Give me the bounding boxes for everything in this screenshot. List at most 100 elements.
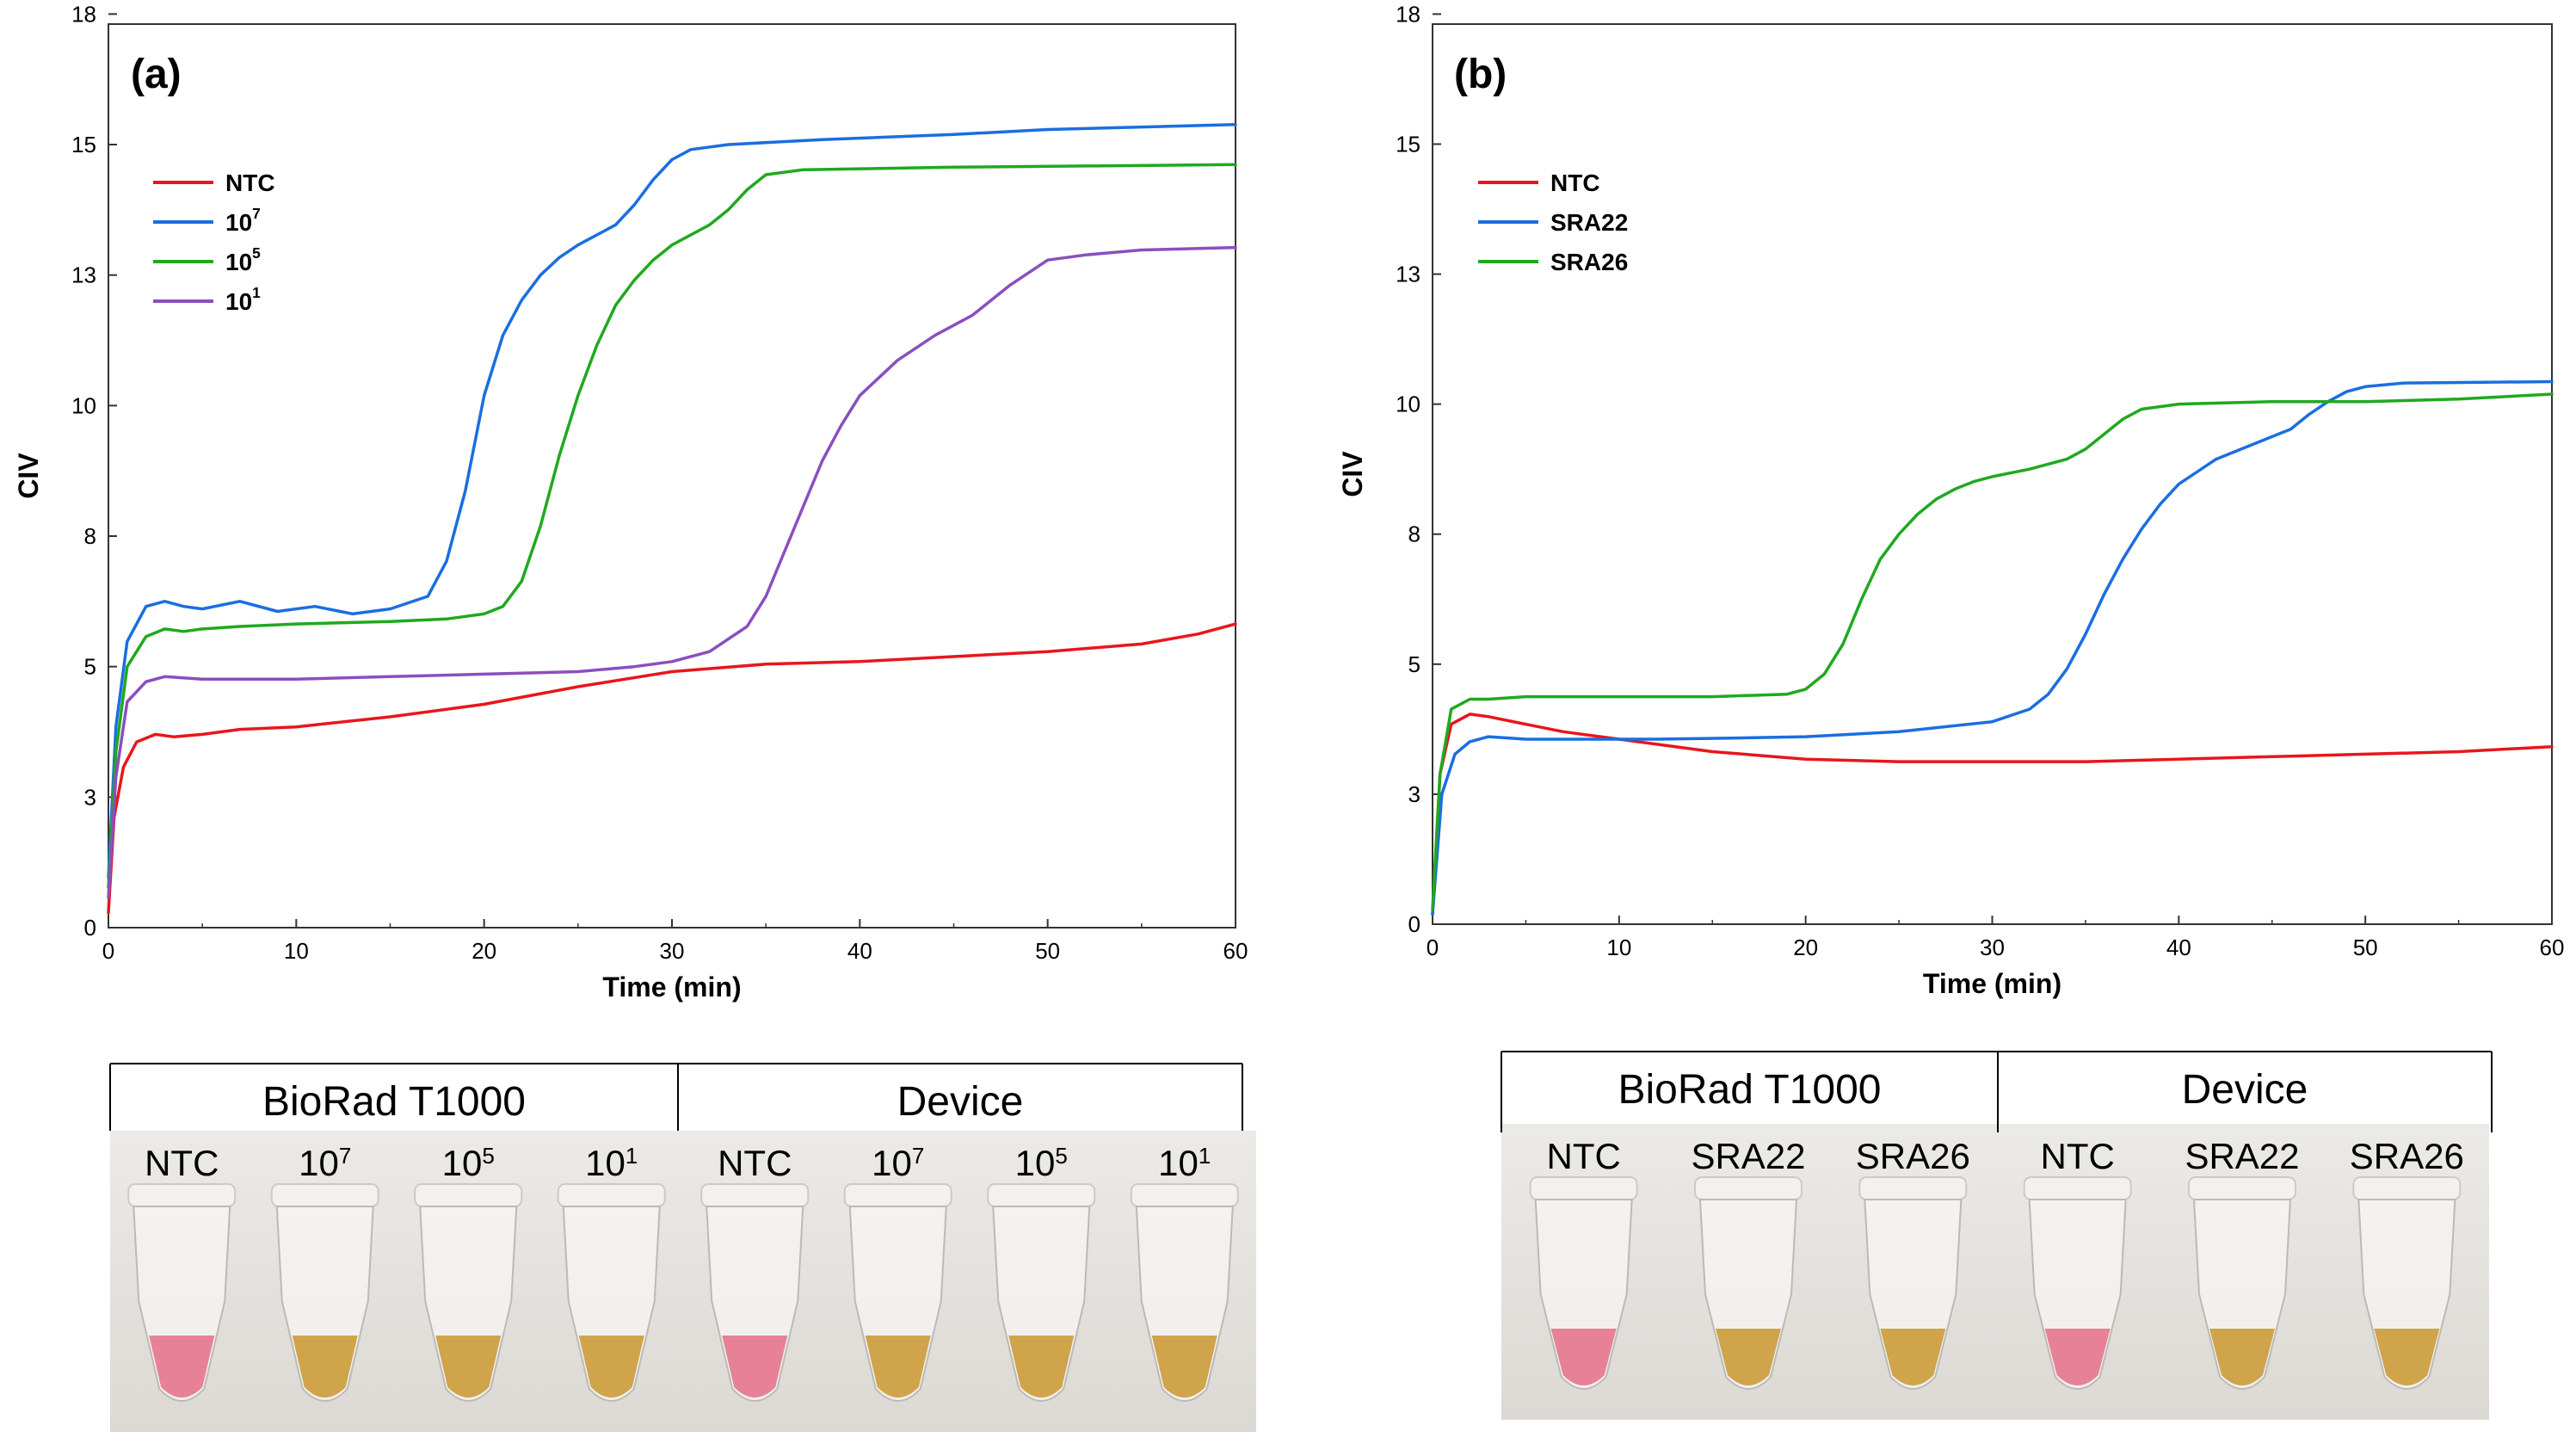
- tube-1: [1694, 1176, 1803, 1390]
- y-tick-label: 10: [71, 392, 96, 418]
- tube-rim: [1694, 1176, 1803, 1200]
- legend-entry-1: SRA22: [1550, 209, 1628, 236]
- tube-liquid: [578, 1336, 644, 1397]
- legend-entry-1-base: 10: [225, 209, 252, 236]
- tube-5: [2352, 1176, 2462, 1390]
- legend-entry-2-sup: 5: [252, 244, 261, 262]
- tube-liquid: [1716, 1329, 1781, 1385]
- legend-entry-3-sup: 1: [252, 284, 261, 301]
- legend-entry-1-sup: 7: [252, 205, 261, 222]
- y-tick-label: 13: [1396, 262, 1420, 287]
- chart-panel-b: 0 10 20 30 40 50 60 0 3 5 8 10 13 15 18 Time (min) CIV (b…: [1337, 1, 2564, 999]
- tube-label-5: 107: [872, 1143, 924, 1183]
- tube-rim: [557, 1183, 666, 1207]
- tube-rim: [414, 1183, 523, 1207]
- group-label-device: Device: [2182, 1067, 2308, 1113]
- tube-liquid: [1550, 1329, 1617, 1385]
- y-tick-label: 15: [1396, 131, 1420, 157]
- plot-frame: [1432, 23, 2553, 925]
- tube-rim: [2352, 1176, 2462, 1200]
- tube-liquid: [2374, 1329, 2440, 1385]
- tube-liquid: [149, 1336, 215, 1397]
- legend-entry-2-base: 10: [225, 249, 252, 275]
- tube-label-2-sup: 5: [482, 1143, 494, 1169]
- tube-label-0-base: NTC: [1547, 1136, 1621, 1176]
- tube-rim: [2188, 1176, 2296, 1200]
- x-tick-label: 60: [1223, 938, 1248, 964]
- tube-5: [843, 1183, 952, 1402]
- tube-liquid: [865, 1336, 931, 1397]
- tube-label-1: SRA22: [1691, 1136, 1805, 1176]
- tube-label-1-sup: 7: [339, 1143, 351, 1169]
- legend-entry-3-base: 10: [225, 288, 252, 315]
- tube-rim: [1130, 1183, 1239, 1207]
- tube-label-4: SRA22: [2185, 1136, 2299, 1176]
- tube-label-2-base: SRA26: [1856, 1136, 1970, 1176]
- group-label-biorad: BioRad T1000: [1618, 1067, 1882, 1113]
- x-tick-label: 0: [1427, 935, 1439, 960]
- tube-liquid: [2209, 1329, 2275, 1385]
- tube-label-6-sup: 5: [1055, 1143, 1067, 1169]
- tube-label-7-base: 10: [1158, 1143, 1199, 1183]
- photo-background: [1501, 1124, 2489, 1420]
- legend-entry-0: NTC: [225, 170, 275, 196]
- tube-label-2: 105: [442, 1143, 495, 1183]
- tube-rim: [700, 1183, 810, 1207]
- tube-rim: [270, 1183, 379, 1207]
- legend-entry-0-base: NTC: [1550, 170, 1600, 196]
- tube-1: [270, 1183, 379, 1402]
- tube-label-5: SRA26: [2350, 1136, 2464, 1176]
- x-tick-label: 40: [2166, 935, 2191, 960]
- tube-label-5-sup: 7: [912, 1143, 924, 1169]
- legend-entry-1: 107: [225, 205, 261, 236]
- tube-label-3: NTC: [2041, 1136, 2115, 1176]
- x-tick-label: 40: [847, 938, 872, 964]
- tube-label-0: NTC: [145, 1143, 219, 1183]
- tube-label-2-base: 10: [442, 1143, 483, 1183]
- tube-label-1: 107: [299, 1143, 351, 1183]
- tube-label-2: SRA26: [1856, 1136, 1970, 1176]
- tube-liquid: [1008, 1336, 1075, 1397]
- tube-rim: [2023, 1176, 2132, 1200]
- tube-label-4: NTC: [718, 1143, 792, 1183]
- tube-label-4-base: NTC: [718, 1143, 792, 1183]
- y-tick-label: 8: [1408, 521, 1420, 547]
- tube-label-3-base: NTC: [2041, 1136, 2115, 1176]
- tube-label-5-base: SRA26: [2350, 1136, 2464, 1176]
- tube-4: [700, 1183, 810, 1402]
- y-tick-label: 0: [1408, 911, 1420, 937]
- x-axis-label: Time (min): [1923, 968, 2061, 999]
- panel-label: (a): [131, 52, 182, 97]
- group-label-biorad: BioRad T1000: [262, 1079, 526, 1125]
- series-line-0: [1431, 713, 2554, 916]
- x-tick-label: 20: [1793, 935, 1818, 960]
- y-axis-label: CIV: [13, 453, 44, 499]
- tube-liquid: [1151, 1336, 1217, 1397]
- y-tick-label: 10: [1396, 392, 1420, 417]
- y-tick-label: 5: [1408, 651, 1420, 677]
- y-axis-label: CIV: [1337, 451, 1368, 497]
- tube-3: [2023, 1176, 2132, 1390]
- series-line-0: [107, 622, 1237, 915]
- y-tick-label: 15: [71, 132, 96, 157]
- tube-liquid: [2044, 1329, 2111, 1385]
- legend-entry-2: SRA26: [1550, 249, 1628, 275]
- tube-label-6: 105: [1015, 1143, 1068, 1183]
- tube-2: [414, 1183, 523, 1402]
- series-line-1: [1431, 379, 2554, 916]
- x-tick-label: 10: [284, 938, 309, 964]
- x-tick-label: 30: [1980, 935, 2005, 960]
- y-tick-label: 0: [84, 915, 96, 941]
- tube-label-6-base: 10: [1015, 1143, 1056, 1183]
- tube-label-3: 101: [585, 1143, 638, 1183]
- x-axis-label: Time (min): [602, 972, 741, 1003]
- tube-0: [127, 1183, 237, 1402]
- series-line-3: [107, 245, 1237, 899]
- tube-liquid: [722, 1336, 788, 1397]
- legend-entry-0-base: NTC: [225, 170, 275, 196]
- y-tick-label: 13: [71, 262, 96, 288]
- tube-label-3-base: 10: [585, 1143, 626, 1183]
- group-label-device: Device: [897, 1079, 1024, 1125]
